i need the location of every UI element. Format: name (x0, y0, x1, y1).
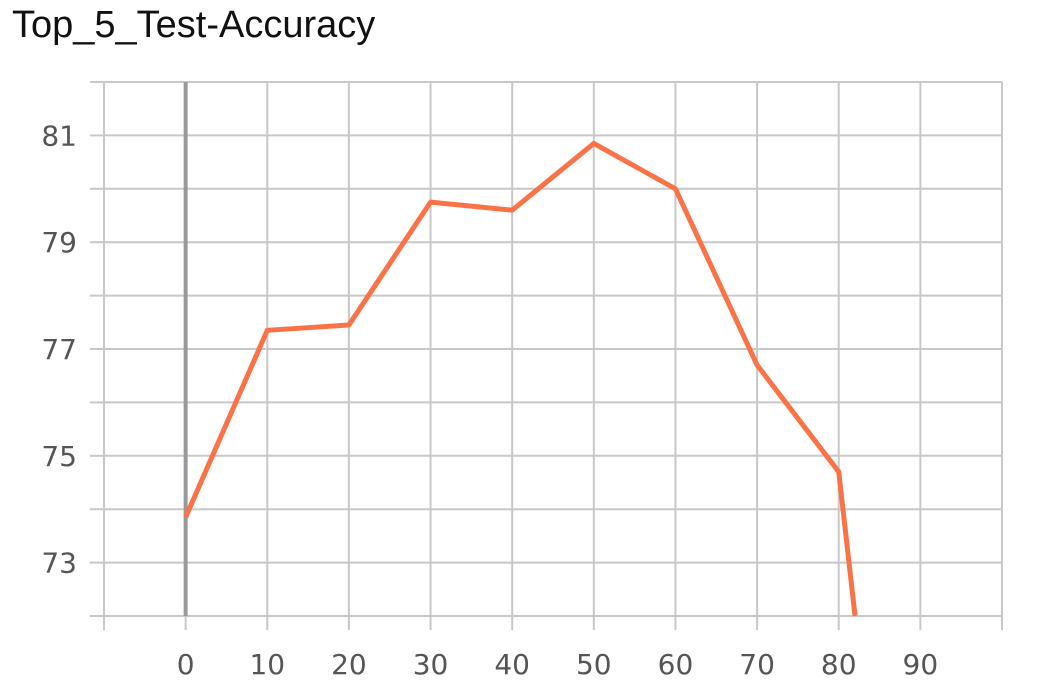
grid-lines (90, 81, 1003, 630)
x-tick-label: 0 (177, 648, 195, 681)
y-tick-label: 81 (41, 119, 77, 152)
series-layer (183, 140, 858, 617)
x-tick-label: 20 (331, 648, 367, 681)
y-tick-label: 79 (41, 226, 77, 259)
series-line (183, 140, 858, 617)
x-tick-label: 10 (249, 648, 285, 681)
x-tick-label: 40 (494, 648, 530, 681)
chart-title: Top_5_Test-Accuracy (12, 4, 376, 46)
x-tick-label: 70 (739, 648, 775, 681)
y-tick-label: 75 (41, 440, 77, 473)
tick-labels: 0 10 20 30 40 50 60 70 80 90 73 75 77 79 81 (41, 119, 938, 681)
x-tick-label: 30 (413, 648, 449, 681)
x-tick-label: 90 (903, 648, 939, 681)
y-tick-label: 77 (41, 333, 77, 366)
x-tick-label: 50 (576, 648, 612, 681)
x-tick-label: 80 (821, 648, 857, 681)
y-tick-label: 73 (41, 547, 77, 580)
x-tick-label: 60 (658, 648, 694, 681)
